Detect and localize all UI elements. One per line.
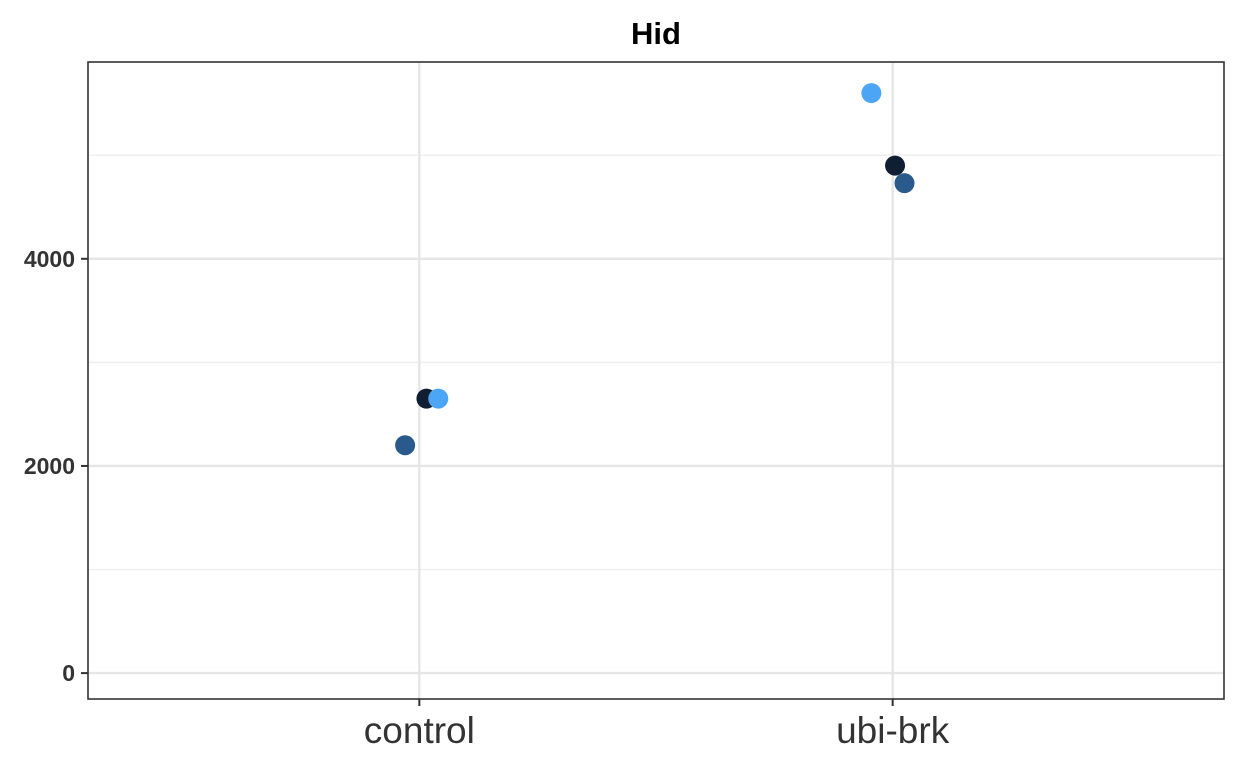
data-point: [885, 155, 906, 176]
data-point: [428, 388, 449, 409]
x-tick-label: control: [364, 710, 475, 751]
x-axis: control ubi-brk: [364, 699, 950, 751]
gridlines: [88, 62, 1224, 699]
plot-frame: [87, 61, 1225, 700]
data-point: [861, 83, 882, 104]
y-tick-label: 0: [62, 660, 75, 686]
x-tick-label: ubi-brk: [836, 710, 950, 751]
y-tick-label: 2000: [24, 453, 75, 479]
data-point: [894, 173, 915, 194]
data-point: [395, 435, 416, 456]
y-axis: 0 2000 4000: [24, 246, 88, 686]
y-tick-label: 4000: [24, 246, 75, 272]
chart-title: Hid: [631, 16, 681, 51]
data-points: [395, 83, 915, 456]
